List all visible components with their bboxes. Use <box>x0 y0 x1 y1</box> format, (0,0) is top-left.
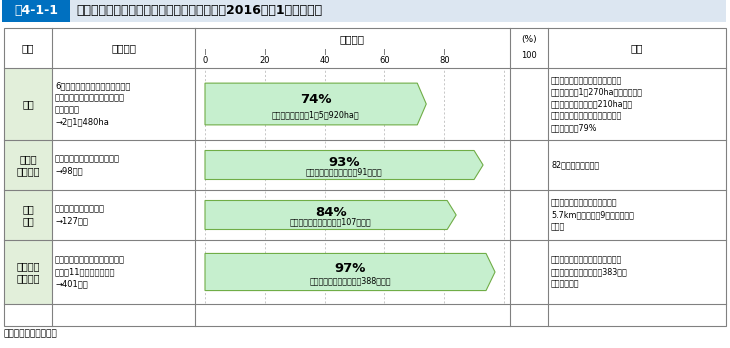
Text: 項目: 項目 <box>22 43 34 53</box>
Text: 60: 60 <box>379 56 390 65</box>
Text: 6県（青森県、岩手県、宮城県、
福島県、茨城県、千葉県）の津
波被災農地
→2万1，480ha: 6県（青森県、岩手県、宮城県、 福島県、茨城県、千葉県）の津 波被災農地 →2万… <box>55 81 131 127</box>
Text: 備考: 備考 <box>631 43 643 53</box>
Text: 100: 100 <box>521 52 537 61</box>
Bar <box>4 190 52 240</box>
Text: 農地・農業用施設等の復旧状況（平成２８（2016）年1月末時点）: 農地・農業用施設等の復旧状況（平成２８（2016）年1月末時点） <box>76 5 322 17</box>
Text: 84%: 84% <box>315 206 347 219</box>
Bar <box>70 0 726 22</box>
Text: (%): (%) <box>521 35 537 44</box>
Text: 74%: 74% <box>300 93 331 106</box>
Text: 40: 40 <box>319 56 330 65</box>
Bar <box>4 28 726 326</box>
Polygon shape <box>205 253 495 291</box>
Text: 農地転用が行われたもの（見込み
を含む。）が1，270haあり、これを
除く復旧対象農地２万210haに対
する営農再開が可能と見込まれる
農地の割合は79%: 農地転用が行われたもの（見込み を含む。）が1，270haあり、これを 除く復旧… <box>551 76 643 132</box>
Text: 0: 0 <box>202 56 207 65</box>
Text: 太平洋に面する直轄代行区間約
5.7kmのうち、約9割の堕防復旧
が完了: 太平洋に面する直轄代行区間約 5.7kmのうち、約9割の堕防復旧 が完了 <box>551 199 634 231</box>
Text: 農地: 農地 <box>22 99 34 109</box>
Text: 97%: 97% <box>334 262 366 275</box>
Bar <box>4 68 52 140</box>
Text: 82か所で復旧が完了: 82か所で復旧が完了 <box>551 160 599 169</box>
Polygon shape <box>205 83 426 125</box>
Text: 93%: 93% <box>328 156 360 168</box>
Text: 復旧が必要な主要な排水機場
→98か所: 復旧が必要な主要な排水機場 →98か所 <box>55 155 120 176</box>
Text: （営農再開可能：1万5，920ha）: （営農再開可能：1万5，920ha） <box>272 110 359 119</box>
Text: 進捗状況: 進捗状況 <box>340 34 365 44</box>
Text: 80: 80 <box>439 56 450 65</box>
Text: 被害のあった青森県から長野県
までの11県の被災地区数
→401地区: 被害のあった青森県から長野県 までの11県の被災地区数 →401地区 <box>55 255 125 288</box>
Bar <box>2 0 70 22</box>
Text: （復旧完了又は実施中：91か所）: （復旧完了又は実施中：91か所） <box>306 168 383 177</box>
Text: （復旧完了又は実施中：388地区）: （復旧完了又は実施中：388地区） <box>310 277 391 286</box>
Text: 農地
海岸: 農地 海岸 <box>22 204 34 226</box>
Text: 復旧が必要な農地海岸
→127地区: 復旧が必要な農地海岸 →127地区 <box>55 204 105 226</box>
Text: 主要な
排水機場: 主要な 排水機場 <box>16 154 39 176</box>
Text: 資料：農林水産省作成: 資料：農林水産省作成 <box>4 329 58 338</box>
Text: 被害状況: 被害状況 <box>111 43 136 53</box>
Text: 围4-1-1: 围4-1-1 <box>14 5 58 17</box>
Bar <box>4 240 52 304</box>
Bar <box>4 140 52 190</box>
Text: 農業集落
排水施設: 農業集落 排水施設 <box>16 261 39 283</box>
Text: （復旧完了又は実施中：107地区）: （復旧完了又は実施中：107地区） <box>290 218 372 227</box>
Text: 20: 20 <box>260 56 270 65</box>
Bar <box>4 28 726 68</box>
Text: 原発事故による避難指示区域内や
津波被災地区等を除き、383地区
で復旧が完了: 原発事故による避難指示区域内や 津波被災地区等を除き、383地区 で復旧が完了 <box>551 256 628 288</box>
Polygon shape <box>205 150 483 180</box>
Polygon shape <box>205 200 456 229</box>
